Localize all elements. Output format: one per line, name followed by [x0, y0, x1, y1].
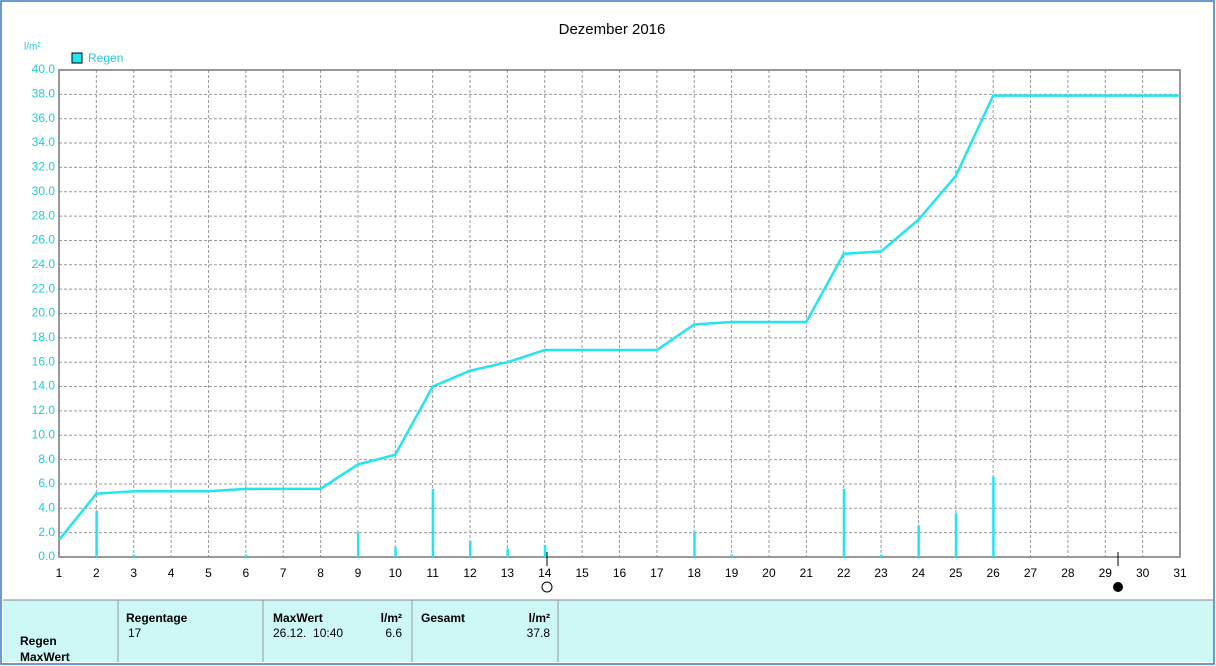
row-label: Regen	[20, 634, 57, 648]
y-unit: l/m²	[24, 42, 41, 53]
table-bg	[3, 600, 1213, 662]
x-tick-label: 28	[1061, 566, 1075, 580]
daily-bar	[954, 513, 958, 557]
y-tick-label: 14.0	[32, 379, 56, 393]
x-tick-label: 5	[205, 566, 212, 580]
x-tick-label: 11	[426, 566, 439, 580]
legend-swatch	[71, 52, 83, 64]
y-tick-label: 30.0	[32, 184, 56, 198]
daily-bar	[543, 544, 547, 557]
x-tick-label: 26	[986, 566, 1000, 580]
col-header: Gesamt	[421, 611, 465, 625]
daily-bar	[132, 554, 136, 557]
cell: 17	[128, 626, 142, 640]
y-tick-label: 10.0	[32, 427, 56, 441]
x-tick-label: 25	[949, 566, 963, 580]
y-tick-label: 4.0	[38, 500, 55, 514]
y-tick-label: 20.0	[32, 306, 56, 320]
daily-bar	[880, 554, 883, 557]
x-tick-label: 18	[688, 566, 702, 580]
x-tick-label: 24	[912, 566, 926, 580]
y-tick-label: 6.0	[38, 476, 55, 490]
x-tick-label: 23	[874, 566, 888, 580]
x-tick-label: 21	[800, 566, 814, 580]
cell: 26.12. 10:40	[273, 626, 343, 640]
plot-frame	[58, 69, 1181, 558]
col-header: Regentage	[126, 611, 188, 625]
y-tick-label: 38.0	[32, 87, 56, 101]
x-tick-label: 14	[538, 566, 552, 580]
x-tick-label: 19	[725, 566, 739, 580]
daily-bar	[431, 488, 435, 557]
row-label: MaxWert	[20, 650, 70, 664]
cell: 6.6	[385, 626, 402, 640]
legend-label: Regen	[88, 51, 123, 65]
daily-bar	[469, 541, 472, 557]
full-moon-icon	[541, 581, 553, 593]
x-tick-label: 9	[355, 566, 362, 580]
daily-bar	[95, 510, 98, 557]
x-tick-label: 15	[575, 566, 589, 580]
y-tick-label: 22.0	[32, 281, 56, 295]
y-tick-label: 12.0	[32, 403, 56, 417]
daily-bar	[506, 548, 509, 557]
x-tick-label: 3	[130, 566, 137, 580]
x-tick-label: 31	[1173, 566, 1187, 580]
y-tick-label: 26.0	[32, 233, 56, 247]
x-tick-label: 7	[280, 566, 287, 580]
cell: 37.8	[527, 626, 551, 640]
y-tick-label: 36.0	[32, 111, 56, 125]
y-tick-label: 2.0	[38, 525, 55, 539]
daily-bar	[917, 525, 920, 557]
x-tick-label: 17	[650, 566, 664, 580]
daily-bar	[842, 488, 846, 557]
y-tick-label: 16.0	[32, 354, 56, 368]
y-tick-label: 28.0	[32, 208, 56, 222]
x-tick-label: 12	[463, 566, 477, 580]
daily-bar	[730, 554, 734, 557]
x-tick-label: 16	[613, 566, 627, 580]
x-tick-label: 2	[93, 566, 100, 580]
y-tick-label: 40.0	[32, 62, 56, 76]
daily-bar	[394, 547, 397, 557]
daily-bar	[356, 532, 360, 557]
x-tick-label: 4	[168, 566, 175, 580]
x-tick-label: 6	[242, 566, 249, 580]
x-tick-label: 10	[389, 566, 403, 580]
col-unit: l/m²	[529, 611, 550, 625]
x-tick-label: 27	[1024, 566, 1038, 580]
x-tick-label: 13	[501, 566, 515, 580]
daily-bar	[244, 554, 248, 557]
chart-title: Dezember 2016	[559, 21, 666, 38]
x-tick-label: 29	[1099, 566, 1113, 580]
summary-table: Regen MaxWert Regentage 17 MaxWert l/m² …	[3, 599, 1213, 664]
x-tick-label: 20	[762, 566, 776, 580]
col-unit: l/m²	[381, 611, 402, 625]
x-tick-label: 22	[837, 566, 851, 580]
y-tick-label: 0.0	[38, 549, 55, 563]
y-tick-label: 18.0	[32, 330, 56, 344]
x-tick-label: 8	[317, 566, 324, 580]
new-moon-icon	[1113, 582, 1123, 592]
plot: 0.0 2.0 4.0 6.0 8.0 10.0 12.0 14.0 16.0 18.0 20.0 2…	[32, 62, 1187, 580]
y-tick-label: 24.0	[32, 257, 56, 271]
cumulative-line	[58, 94, 1180, 541]
y-tick-label: 8.0	[38, 452, 55, 466]
y-tick-label: 32.0	[32, 160, 56, 174]
col-header: MaxWert	[273, 611, 323, 625]
daily-bar	[992, 476, 995, 557]
x-tick-label: 1	[56, 566, 63, 580]
x-tick-label: 30	[1136, 566, 1150, 580]
y-tick-label: 34.0	[32, 135, 56, 149]
daily-bar	[693, 531, 696, 557]
